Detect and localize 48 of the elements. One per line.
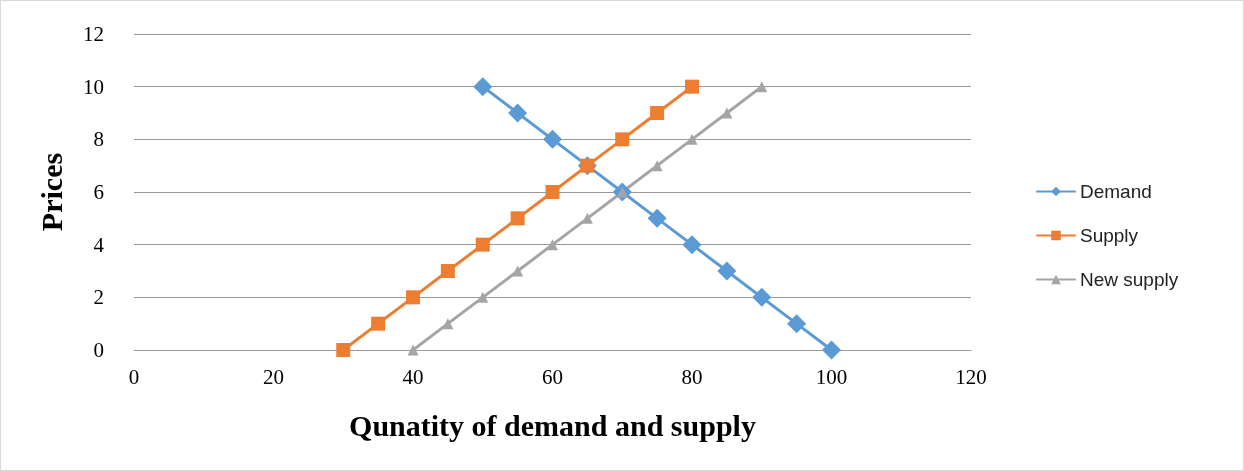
point bbox=[371, 316, 386, 331]
point bbox=[822, 340, 841, 360]
x-tick-label: 80 bbox=[681, 364, 703, 389]
legend-label: Supply bbox=[1080, 225, 1139, 246]
point bbox=[336, 343, 351, 357]
point bbox=[686, 133, 698, 145]
y-tick-label: 0 bbox=[93, 338, 104, 362]
point bbox=[508, 103, 528, 123]
point bbox=[651, 160, 663, 172]
legend-label: Demand bbox=[1080, 181, 1152, 202]
y-tick-label: 8 bbox=[93, 127, 104, 152]
y-tick-label: 6 bbox=[93, 180, 104, 204]
x-tick-label: 40 bbox=[402, 364, 424, 389]
point bbox=[682, 235, 702, 255]
point bbox=[406, 290, 420, 305]
point bbox=[547, 239, 558, 251]
y-tick-label: 10 bbox=[83, 74, 104, 99]
point bbox=[475, 237, 490, 252]
point bbox=[721, 107, 733, 119]
point bbox=[615, 132, 630, 147]
point bbox=[440, 264, 455, 278]
point bbox=[442, 318, 454, 330]
x-tick-label: 0 bbox=[128, 364, 140, 389]
x-tick-label: 60 bbox=[542, 364, 563, 389]
y-tick-label: 2 bbox=[93, 285, 104, 310]
x-tick-label: 120 bbox=[955, 364, 987, 389]
x-axis-title: Qunatity of demand and supply bbox=[349, 408, 756, 442]
point bbox=[477, 291, 489, 303]
point bbox=[473, 77, 493, 97]
point bbox=[752, 287, 772, 307]
point bbox=[510, 211, 525, 226]
x-tick-label: 100 bbox=[815, 364, 848, 389]
point bbox=[543, 129, 562, 149]
y-tick-label: 12 bbox=[83, 22, 104, 46]
point bbox=[756, 81, 768, 93]
y-tick-label: 4 bbox=[93, 232, 105, 257]
point bbox=[545, 185, 560, 199]
legend-label: New supply bbox=[1080, 269, 1179, 290]
point bbox=[650, 106, 665, 120]
point bbox=[685, 79, 699, 94]
y-axis-title: Prices bbox=[34, 152, 68, 232]
point bbox=[717, 261, 737, 281]
point bbox=[407, 344, 419, 356]
point bbox=[647, 208, 667, 228]
point bbox=[787, 314, 807, 334]
point bbox=[512, 265, 524, 277]
point bbox=[581, 212, 593, 224]
x-tick-label: 20 bbox=[263, 364, 284, 389]
